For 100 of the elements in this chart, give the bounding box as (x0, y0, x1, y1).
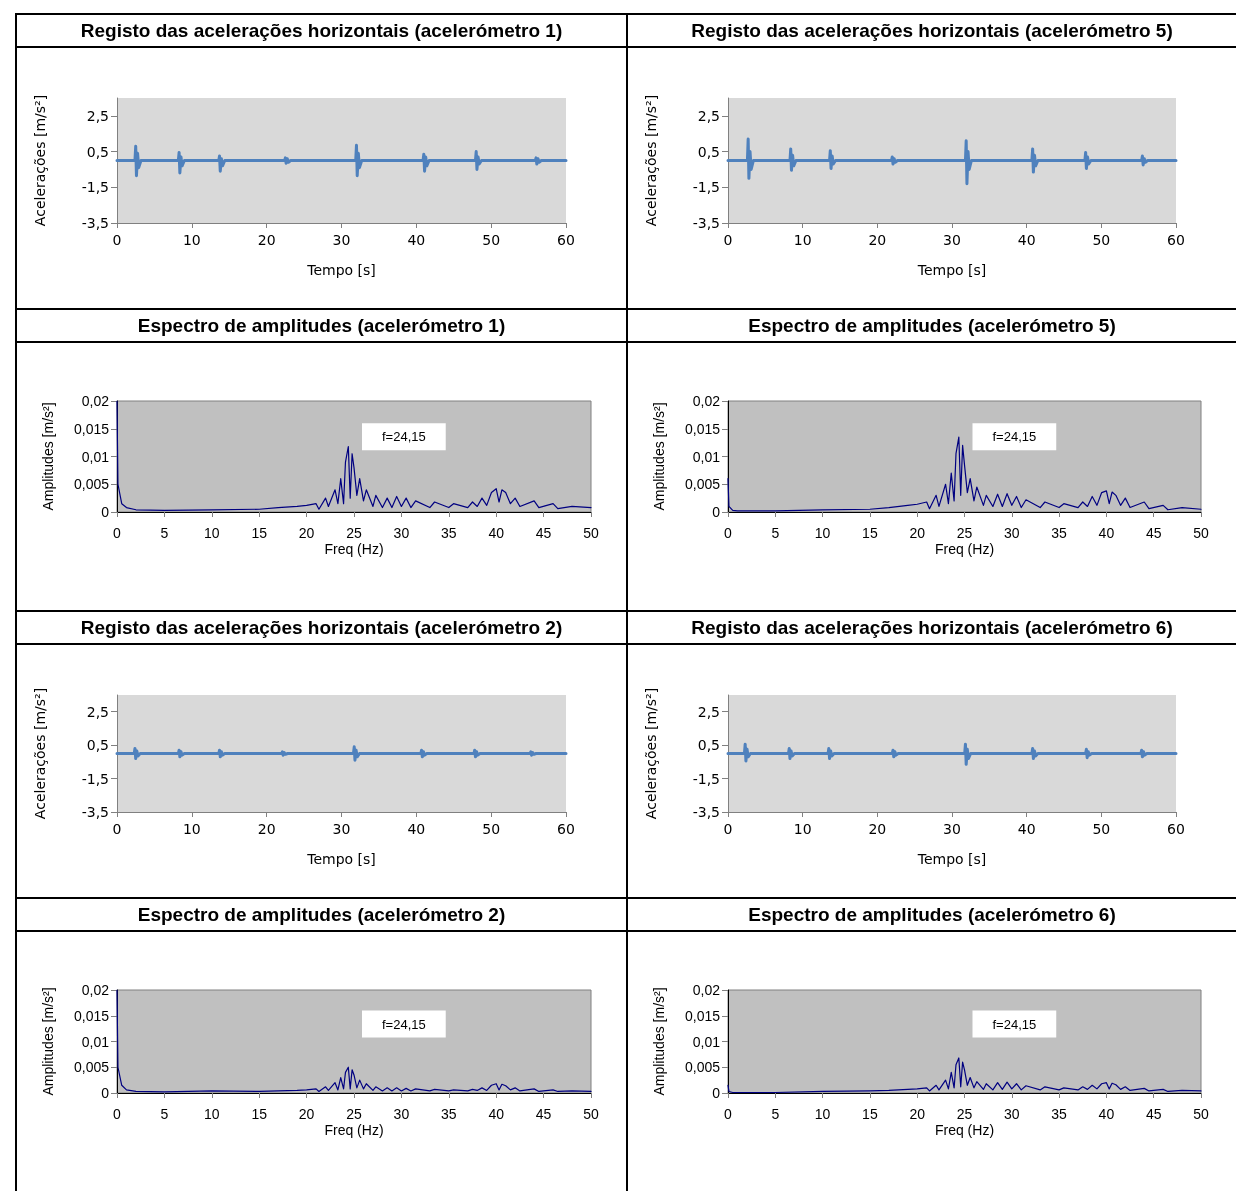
y-tick-label: -1,5 (692, 770, 720, 787)
y-tick-label: 0,015 (73, 420, 110, 437)
x-tick-label: 10 (182, 821, 201, 837)
y-axis-title: Amplitudes [m/s²] (40, 402, 56, 511)
x-tick-label: 10 (793, 232, 812, 248)
x-tick-label: 15 (251, 525, 268, 541)
y-tick-label: 0,5 (86, 143, 109, 160)
x-axis-title: Tempo [s] (916, 851, 987, 867)
x-tick-label: 30 (1004, 525, 1020, 541)
x-tick-label: 10 (814, 525, 831, 541)
y-axis-title: Amplitudes [m/s²] (40, 987, 56, 1096)
chart-title: Registo das acelerações horizontais (acelerómetro 6) (628, 612, 1236, 645)
x-tick-label: 20 (909, 1106, 926, 1122)
x-tick-label: 45 (535, 1106, 552, 1122)
x-tick-label: 50 (1092, 821, 1111, 837)
x-tick-label: 0 (724, 525, 733, 541)
x-tick-label: 10 (204, 1106, 220, 1122)
chart-title: Registo das acelerações horizontais (acelerómetro 1) (17, 15, 626, 48)
x-tick-label: 15 (862, 525, 878, 541)
x-tick-label: 20 (909, 525, 926, 541)
x-tick-label: 30 (943, 232, 961, 248)
y-tick-label: 0 (712, 1085, 721, 1101)
x-tick-label: 20 (298, 1106, 315, 1122)
y-tick-label: 0,01 (692, 448, 721, 465)
x-tick-label: 40 (488, 1106, 505, 1122)
x-tick-label: 50 (482, 232, 501, 248)
x-axis-title: Freq (Hz) (324, 1122, 384, 1138)
x-tick-label: 5 (160, 525, 169, 541)
x-tick-label: 40 (1017, 232, 1036, 248)
y-tick-label: 0 (101, 504, 110, 520)
y-tick-label: 0,5 (697, 737, 720, 754)
x-tick-label: 60 (557, 232, 575, 248)
annotation: f=24,15 (382, 429, 426, 445)
x-tick-label: 60 (557, 821, 575, 837)
y-tick-label: 0,015 (684, 1007, 721, 1024)
x-tick-label: 40 (488, 525, 505, 541)
chart-title: Registo das acelerações horizontais (acelerómetro 5) (628, 15, 1236, 48)
x-tick-label: 20 (868, 821, 887, 837)
x-tick-label: 30 (393, 525, 410, 541)
y-tick-label: 0,02 (692, 393, 721, 409)
y-tick-label: 0,005 (73, 476, 110, 493)
annotation: f=24,15 (382, 1016, 426, 1032)
x-tick-label: 40 (1098, 525, 1115, 541)
x-axis-title: Tempo [s] (306, 262, 376, 278)
chart-title: Espectro de amplitudes (acelerómetro 5) (628, 310, 1236, 343)
x-tick-label: 40 (407, 821, 426, 837)
x-tick-label: 35 (1051, 525, 1068, 541)
y-axis-title: Acelerações [m/s²] (643, 687, 659, 820)
y-axis-title: Amplitudes [m/s²] (651, 402, 667, 511)
y-tick-label: 0,5 (697, 143, 720, 160)
y-tick-label: -3,5 (692, 804, 720, 820)
x-tick-label: 25 (956, 525, 973, 541)
x-axis-title: Freq (Hz) (934, 541, 995, 557)
x-tick-label: 25 (346, 1106, 362, 1122)
x-tick-label: 25 (956, 1106, 973, 1122)
y-tick-label: 0,005 (684, 476, 721, 493)
x-tick-label: 0 (113, 1106, 122, 1122)
chart-title: Registo das acelerações horizontais (acelerómetro 2) (17, 612, 626, 645)
x-tick-label: 30 (332, 821, 351, 837)
x-tick-label: 60 (1167, 232, 1185, 248)
y-axis-title: Acelerações [m/s²] (32, 687, 48, 820)
chart-title: Espectro de amplitudes (acelerómetro 1) (17, 310, 626, 343)
x-tick-label: 10 (204, 525, 220, 541)
x-tick-label: 40 (407, 232, 426, 248)
x-tick-label: 50 (583, 1106, 599, 1122)
x-tick-label: 40 (1098, 1106, 1115, 1122)
x-tick-label: 20 (298, 525, 315, 541)
y-tick-label: 2,5 (86, 703, 109, 720)
y-tick-label: -1,5 (81, 179, 109, 196)
x-tick-label: 45 (1145, 1106, 1162, 1122)
y-axis-title: Acelerações [m/s²] (643, 94, 659, 227)
y-tick-label: 0,01 (81, 1033, 110, 1050)
x-tick-label: 35 (1051, 1106, 1068, 1122)
y-tick-label: 0,02 (81, 982, 110, 998)
annotation: f=24,15 (992, 429, 1037, 445)
x-tick-label: 0 (724, 1106, 733, 1122)
x-tick-label: 5 (771, 1106, 780, 1122)
y-tick-label: 0,015 (684, 420, 721, 437)
x-tick-label: 0 (113, 525, 122, 541)
x-tick-label: 25 (346, 525, 362, 541)
x-tick-label: 50 (1193, 525, 1209, 541)
x-tick-label: 10 (814, 1106, 831, 1122)
x-tick-label: 50 (482, 821, 501, 837)
y-tick-label: 0,01 (81, 448, 110, 465)
x-tick-label: 60 (1167, 821, 1185, 837)
x-tick-label: 30 (332, 232, 351, 248)
x-tick-label: 30 (943, 821, 961, 837)
y-tick-label: -3,5 (81, 215, 109, 231)
y-tick-label: 2,5 (697, 107, 720, 124)
x-axis-title: Tempo [s] (306, 851, 376, 867)
x-tick-label: 35 (441, 1106, 457, 1122)
y-tick-label: 0,02 (692, 982, 721, 998)
x-tick-label: 30 (393, 1106, 410, 1122)
x-tick-label: 0 (723, 821, 733, 837)
x-axis-title: Freq (Hz) (934, 1122, 995, 1138)
y-tick-label: 2,5 (697, 703, 720, 720)
y-tick-label: -3,5 (81, 804, 109, 820)
x-tick-label: 15 (862, 1106, 878, 1122)
y-tick-label: 0,005 (684, 1059, 721, 1076)
x-tick-label: 45 (535, 525, 552, 541)
